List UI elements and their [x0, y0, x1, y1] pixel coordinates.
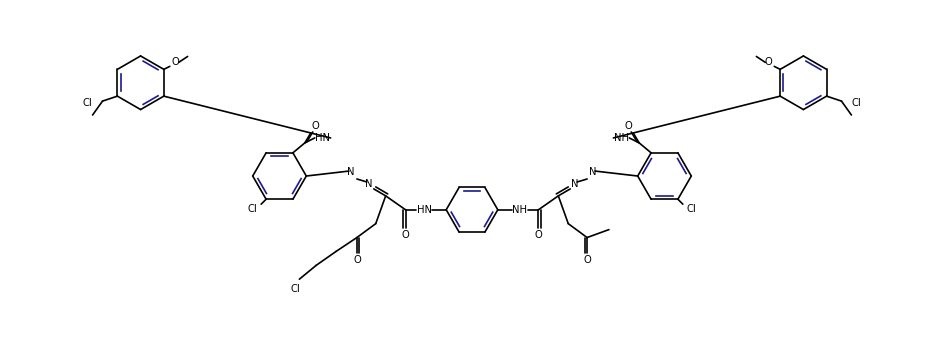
Text: Cl: Cl — [247, 204, 257, 214]
Text: O: O — [353, 255, 361, 265]
Text: Cl: Cl — [687, 204, 697, 214]
Text: O: O — [583, 255, 591, 265]
Text: HN: HN — [417, 205, 431, 215]
Text: O: O — [534, 230, 543, 240]
Text: Cl: Cl — [851, 98, 861, 108]
Text: O: O — [172, 57, 179, 67]
Text: N: N — [347, 167, 355, 177]
Text: Cl: Cl — [291, 284, 300, 294]
Text: HN: HN — [315, 133, 330, 143]
Text: NH: NH — [614, 133, 629, 143]
Text: NH: NH — [513, 205, 527, 215]
Text: O: O — [312, 121, 320, 131]
Text: O: O — [624, 121, 632, 131]
Text: O: O — [765, 57, 772, 67]
Text: N: N — [589, 167, 597, 177]
Text: Cl: Cl — [83, 98, 93, 108]
Text: O: O — [401, 230, 410, 240]
Text: N: N — [571, 179, 579, 189]
Text: N: N — [365, 179, 373, 189]
